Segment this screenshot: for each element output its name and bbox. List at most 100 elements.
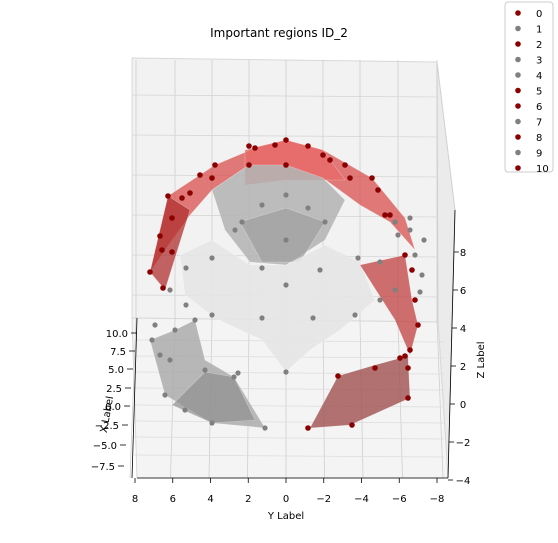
scatter-point-gray	[149, 337, 155, 343]
z-tick-label: −2	[456, 438, 471, 449]
legend-marker	[515, 149, 521, 156]
region-surface	[239, 207, 326, 263]
scatter-point-red	[320, 152, 326, 158]
y-tick-label: 8	[132, 494, 138, 505]
y-tick-label: 4	[207, 494, 213, 505]
scatter-point-gray	[259, 202, 265, 208]
scatter-point-red	[382, 212, 388, 218]
scatter-point-red	[159, 247, 165, 253]
scatter-point-gray	[407, 227, 413, 233]
legend-marker	[515, 87, 521, 94]
scatter-point-red	[405, 395, 411, 401]
scatter-point-gray	[192, 317, 198, 323]
scatter-point-gray	[182, 407, 188, 413]
scatter-point-red	[415, 322, 421, 328]
legend-label: 0	[536, 9, 542, 20]
scatter-point-gray	[152, 322, 158, 328]
scatter-point-red	[147, 269, 153, 275]
scatter-point-gray	[209, 420, 215, 426]
scatter-point-gray	[412, 252, 418, 258]
scatter-point-red	[342, 162, 348, 168]
scatter-point-red	[335, 373, 341, 379]
scatter-point-gray	[322, 219, 328, 225]
scatter-point-gray	[283, 369, 289, 375]
scatter-point-gray	[167, 357, 173, 363]
scatter-point-red	[179, 195, 185, 201]
scatter-point-red	[412, 297, 418, 303]
x-tick-label: −7.5	[91, 462, 115, 473]
scatter-point-gray	[417, 289, 423, 295]
scatter-point-gray	[395, 232, 401, 238]
scatter-point-gray	[183, 265, 189, 271]
legend-marker	[515, 165, 521, 171]
scatter-point-gray	[317, 267, 323, 273]
scatter-point-gray	[392, 287, 398, 293]
scatter-point-red	[402, 252, 408, 258]
legend-marker	[515, 41, 521, 47]
scatter-point-gray	[283, 282, 289, 288]
scatter-point-red	[369, 175, 375, 181]
x-tick-label: 0.0	[105, 402, 121, 413]
scatter-point-gray	[310, 315, 316, 321]
scatter-point-red	[187, 190, 193, 196]
legend-label: 6	[536, 102, 542, 113]
x-tick-label: 2.5	[106, 384, 122, 395]
scatter-point-gray	[157, 352, 163, 358]
x-tick-label: 10.0	[106, 329, 128, 340]
scatter-point-gray	[355, 255, 361, 261]
z-tick-label: 2	[460, 362, 466, 373]
legend-marker	[515, 134, 521, 140]
legend: 0 1 2 3 4 5 6 7 8 9 10	[504, 1, 554, 175]
scatter-point-red	[402, 353, 408, 359]
scatter-point-red	[387, 212, 393, 218]
y-axis-label: Y Label	[267, 511, 304, 522]
scatter-point-red	[327, 157, 333, 163]
legend-marker	[515, 118, 521, 125]
scatter-point-gray	[162, 392, 168, 398]
scatter-point-gray	[377, 297, 383, 303]
scatter-point-gray	[202, 367, 208, 373]
z-tick-label: 0	[460, 400, 466, 411]
legend-label: 4	[536, 71, 542, 82]
scatter-point-red	[409, 267, 415, 273]
scatter-point-gray	[262, 425, 268, 431]
legend-label: 3	[536, 56, 542, 67]
scatter-point-gray	[421, 237, 427, 243]
grid-floor	[436, 319, 444, 479]
legend-label: 2	[536, 40, 542, 51]
scatter-point-red	[347, 175, 353, 181]
legend-label: 10	[536, 164, 549, 175]
z-axis-line	[447, 209, 456, 479]
y-tick-labels: 8 6 4 2 0 −2 −4 −6 −8	[132, 478, 444, 505]
scatter-point-gray	[283, 192, 289, 198]
scatter-point-red	[349, 422, 355, 428]
scatter-point-gray	[305, 205, 311, 211]
z-tick-label: −4	[456, 476, 471, 487]
scatter-point-red	[157, 233, 163, 239]
scatter-point-gray	[377, 259, 383, 265]
scatter-point-red	[212, 162, 218, 168]
scatter-point-gray	[231, 374, 237, 380]
scatter-point-gray	[209, 255, 215, 261]
x-tick-labels: 10.0 7.5 5.0 2.5 0.0 −2.5 −5.0 −7.5	[91, 329, 137, 473]
scatter-point-gray	[283, 237, 289, 243]
scatter-point-gray	[172, 327, 178, 333]
scatter-point-gray	[407, 215, 413, 221]
y-tick-label: 2	[245, 494, 251, 505]
legend-label: 7	[536, 118, 542, 129]
grid-floor-horizontal	[133, 436, 445, 440]
y-tick-label: −6	[392, 494, 407, 505]
z-tick-label: 6	[460, 286, 466, 297]
scatter-point-gray	[167, 287, 173, 293]
scatter-point-red	[209, 175, 215, 181]
legend-label: 9	[536, 149, 542, 160]
x-tick-label: −2.5	[95, 421, 119, 432]
scatter-point-red	[372, 365, 378, 371]
scatter-point-red	[407, 347, 413, 353]
legend-label: 1	[536, 25, 542, 36]
legend-marker	[515, 10, 521, 16]
grid-horizontal	[131, 94, 439, 98]
region-surfaces	[149, 139, 419, 429]
z-tick-label: 4	[460, 324, 466, 335]
